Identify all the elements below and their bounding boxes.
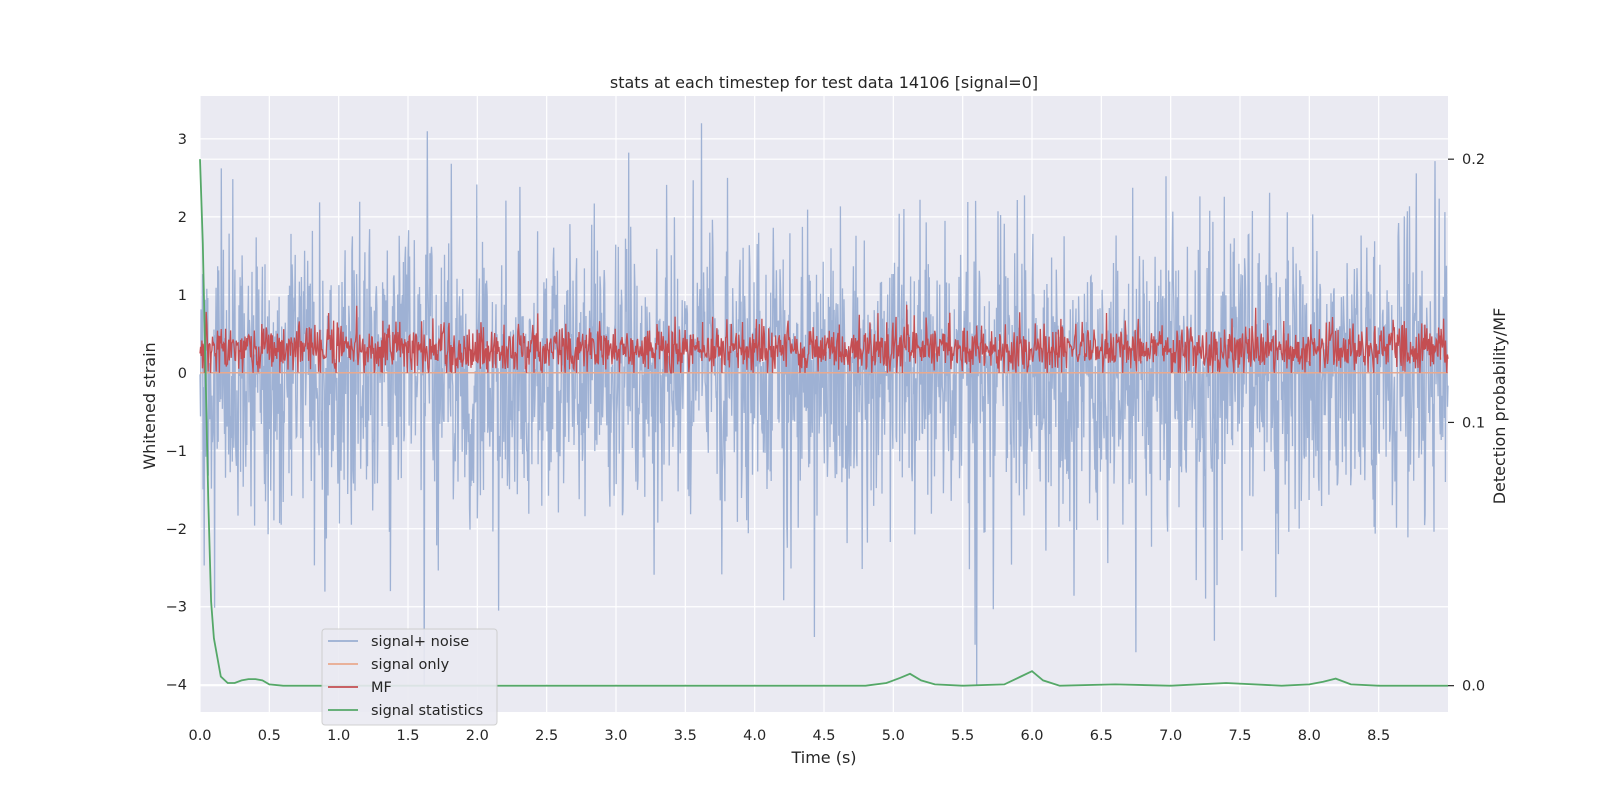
x-tick-label: 6.0 — [1020, 728, 1043, 744]
y-tick-label-left: 2 — [178, 210, 187, 226]
y-ticks-left: 3 2 1 0 −1 −2 −3 −4 — [166, 132, 187, 694]
legend-label: signal statistics — [371, 703, 483, 719]
y-tick-label-right: 0.0 — [1462, 679, 1485, 695]
y-tick-label-left: 1 — [178, 288, 187, 304]
x-tick-label: 5.5 — [951, 728, 974, 744]
x-tick-label: 4.0 — [743, 728, 766, 744]
x-tick-label: 6.5 — [1090, 728, 1113, 744]
x-tick-label: 2.5 — [535, 728, 558, 744]
y-axis-label-left: Whitened strain — [140, 342, 159, 469]
x-tick-label: 8.5 — [1367, 728, 1390, 744]
series-mf — [199, 304, 1449, 374]
legend-label: MF — [371, 680, 392, 696]
x-tick-label: 8.0 — [1298, 728, 1321, 744]
y-tick-label-left: −2 — [166, 522, 187, 538]
legend-entries: signal+ noise signal only MF signal statist… — [328, 634, 483, 719]
x-ticks: 0.0 0.5 1.0 1.5 2.0 2.5 3.0 3.5 4.0 4.5 5.0 5.5 6.0 6… — [188, 728, 1390, 744]
y-tick-label-left: −1 — [166, 444, 187, 460]
y-tick-label-right: 0.2 — [1462, 152, 1485, 168]
y-tick-label-left: 3 — [178, 132, 187, 148]
x-tick-label: 1.5 — [396, 728, 419, 744]
legend: signal+ noise signal only MF signal statist… — [321, 628, 498, 726]
series-signal-statistics — [199, 159, 1448, 687]
legend-box — [321, 628, 498, 726]
x-tick-label: 2.0 — [466, 728, 489, 744]
x-tick-label: 3.5 — [674, 728, 697, 744]
legend-label: signal+ noise — [371, 634, 469, 650]
y-tick-label-left: 0 — [178, 366, 187, 382]
x-tick-label: 3.0 — [604, 728, 627, 744]
series-layer — [199, 123, 1449, 687]
x-tick-label: 7.5 — [1228, 728, 1251, 744]
legend-label: signal only — [371, 657, 450, 673]
y-tick-label-right: 0.1 — [1462, 415, 1485, 431]
y-tick-label-left: −4 — [166, 678, 187, 694]
y-ticks-right: 0.2 0.1 0.0 — [1448, 152, 1485, 695]
chart-title: stats at each timestep for test data 141… — [610, 73, 1038, 92]
y-tick-label-left: −3 — [166, 600, 187, 616]
x-tick-label: 1.0 — [327, 728, 350, 744]
x-tick-label: 4.5 — [812, 728, 835, 744]
x-tick-label: 0.0 — [188, 728, 211, 744]
x-tick-label: 0.5 — [258, 728, 281, 744]
x-tick-label: 7.0 — [1159, 728, 1182, 744]
x-axis-label: Time (s) — [790, 748, 856, 767]
y-axis-label-right: Detection probability/MF — [1490, 308, 1509, 505]
x-tick-label: 5.0 — [882, 728, 905, 744]
